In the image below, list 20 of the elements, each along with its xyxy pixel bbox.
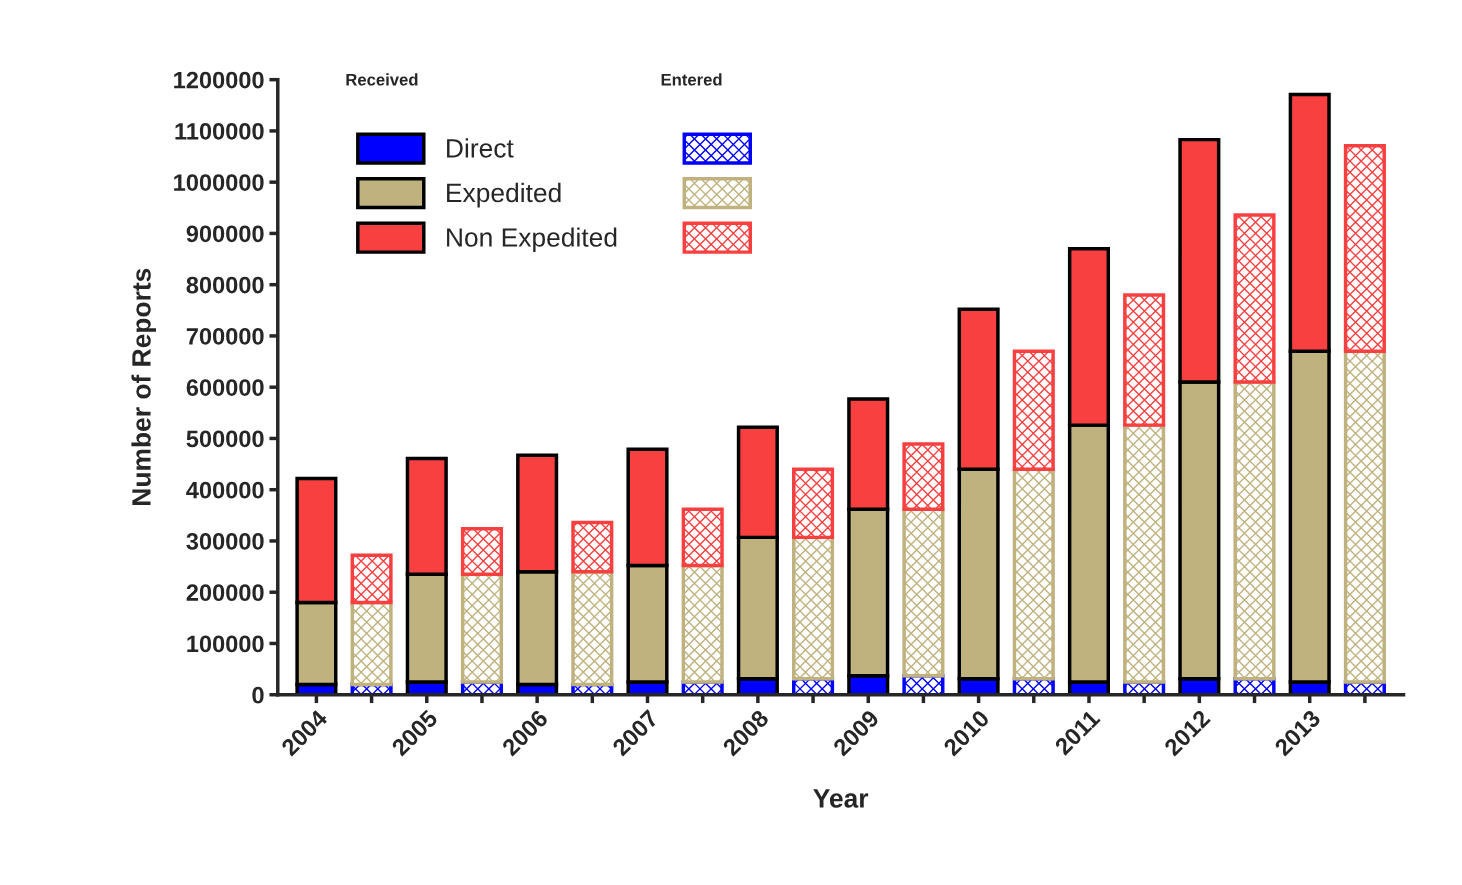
y-tick-label: 1100000 [175,122,264,140]
y-tick-label: 500000 [186,430,264,448]
y-axis-title: Number of Reports [131,268,157,505]
annotation: Received [346,73,418,86]
legend-label: Direct [447,138,514,158]
y-tick-label: 600000 [186,379,264,396]
y-tick-label: 700000 [186,328,264,345]
legend-label: Non Expedited [447,227,617,253]
y-tick-label: 0 [252,686,264,704]
y-tick-label: 100000 [187,635,264,653]
y-tick-label: 1200000 [174,71,264,89]
annotation: Entered [661,73,722,86]
y-tick-label: 400000 [186,481,264,499]
y-tick-label: 900000 [186,225,264,243]
y-tick-label: 200000 [186,584,264,601]
y-tick-label: 800000 [186,276,264,294]
y-tick-label: 1000000 [174,174,264,191]
legend-label: Expedited [447,182,561,208]
x-axis-title: Year [813,789,869,808]
y-tick-label: 300000 [186,533,264,550]
